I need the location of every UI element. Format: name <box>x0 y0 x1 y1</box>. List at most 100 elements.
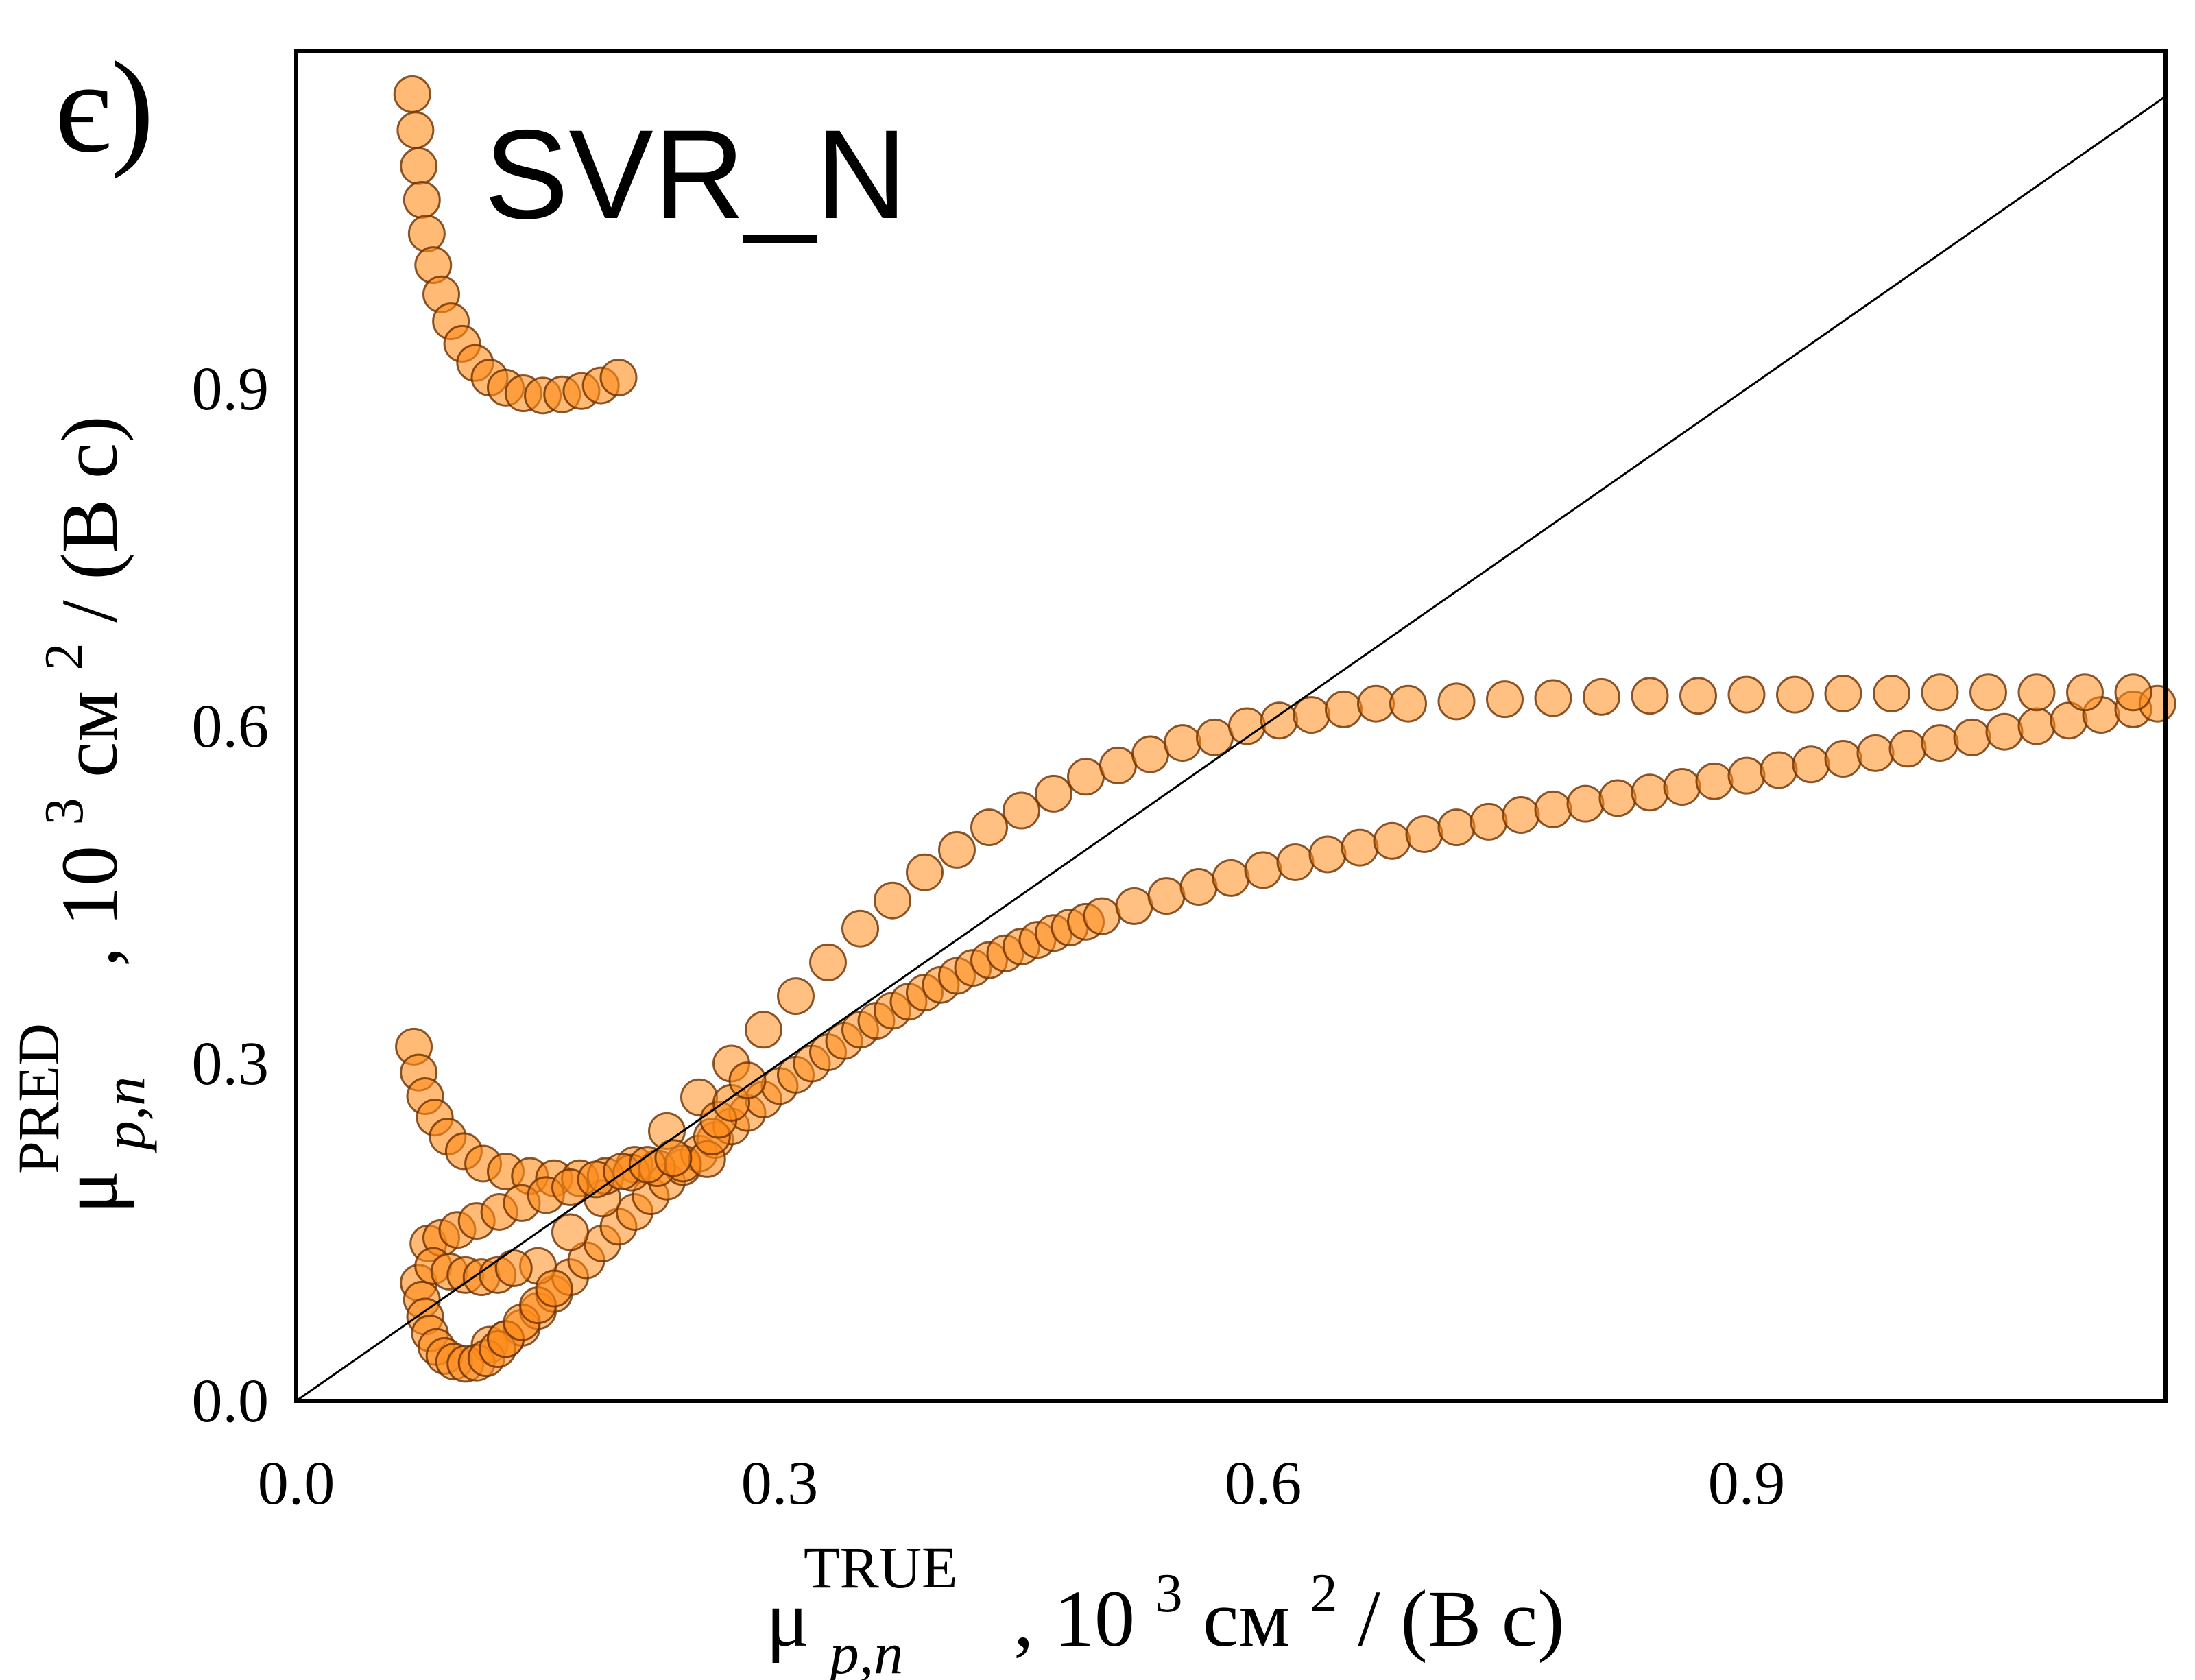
data-point <box>1985 712 2024 751</box>
data-point <box>1035 774 1072 813</box>
data-point <box>1534 679 1572 717</box>
data-point <box>777 977 815 1016</box>
panel-label: є) <box>55 36 154 180</box>
y-tick-label: 0.3 <box>192 1030 269 1098</box>
data-point <box>1953 718 1991 756</box>
data-point <box>494 1249 533 1287</box>
data-point <box>1727 756 1766 795</box>
data-point <box>745 1011 782 1049</box>
data-point <box>906 853 944 891</box>
y-tick-label: 0.6 <box>192 693 269 760</box>
data-point <box>1325 690 1363 728</box>
data-point <box>1147 877 1186 915</box>
data-point <box>1663 768 1701 806</box>
data-point <box>1921 673 1959 712</box>
data-point <box>1115 887 1153 925</box>
data-point <box>535 1269 573 1308</box>
points-layer <box>393 75 2176 1383</box>
data-point <box>841 909 879 948</box>
data-point <box>396 111 435 149</box>
data-point <box>1405 815 1443 853</box>
x-tick-label: 0.6 <box>1225 1450 1302 1517</box>
data-point <box>1196 718 1234 756</box>
data-point <box>874 881 911 920</box>
data-point <box>1212 859 1250 897</box>
data-point <box>2114 673 2152 712</box>
data-point <box>1389 684 1427 723</box>
data-point <box>1776 675 1814 714</box>
ticks-layer: 0.0 0.3 0.6 0.9 0.0 0.3 0.6 0.9 <box>192 355 1786 1517</box>
data-point <box>1566 784 1605 823</box>
y-axis-sub: p,n <box>91 1077 157 1155</box>
data-point <box>1131 735 1169 773</box>
data-point <box>970 808 1008 847</box>
data-point <box>1083 897 1121 935</box>
x-axis-sup: TRUE <box>804 1535 958 1600</box>
x-axis-units-mid: см <box>1203 1574 1290 1664</box>
x-axis-units-pre: , 10 <box>1013 1574 1135 1664</box>
data-point <box>1727 675 1766 714</box>
x-tick-label: 0.9 <box>1708 1450 1786 1517</box>
y-axis-sup: PRED <box>5 1023 71 1174</box>
data-point <box>1631 773 1669 812</box>
data-point <box>654 1139 693 1177</box>
data-point <box>1276 843 1315 881</box>
data-point <box>1486 680 1524 719</box>
data-point <box>728 1061 767 1100</box>
data-point <box>1824 674 1862 712</box>
x-axis-exp3: 3 <box>1155 1563 1183 1624</box>
data-point <box>1244 851 1282 889</box>
data-point <box>393 75 431 113</box>
data-point <box>1679 677 1717 715</box>
y-axis-exp2: 2 <box>34 643 95 670</box>
data-point <box>1631 677 1669 715</box>
data-point <box>1341 828 1379 867</box>
data-point <box>1373 821 1411 860</box>
y-axis-units-post: / (В с) <box>45 416 134 623</box>
data-point <box>1437 682 1476 721</box>
x-axis-units-post: / (В с) <box>1358 1574 1564 1664</box>
data-point <box>1164 724 1201 763</box>
data-point <box>1470 802 1508 841</box>
data-point <box>1598 779 1637 817</box>
data-point <box>1873 674 1910 712</box>
data-point <box>1824 740 1862 778</box>
data-point <box>1293 696 1330 734</box>
data-point <box>403 180 441 219</box>
data-point <box>1067 758 1105 796</box>
y-axis-units-pre: , 10 <box>45 845 134 967</box>
data-point <box>938 830 976 869</box>
data-point <box>400 147 438 185</box>
data-point <box>1003 791 1040 830</box>
x-axis-sub: p,n <box>826 1620 904 1680</box>
y-axis-units-mid: см <box>45 691 134 778</box>
data-point <box>1888 730 1927 768</box>
plot-frame <box>294 49 2168 1403</box>
y-tick-label: 0.9 <box>192 355 269 423</box>
y-axis-label: μ p,n PRED , 10 3 см 2 / (В с) <box>0 416 162 1214</box>
data-point <box>1099 746 1137 784</box>
x-axis-label: μ p,n TRUE , 10 3 см 2 / (В с) <box>766 1515 1565 1680</box>
x-axis-exp2: 2 <box>1310 1563 1338 1624</box>
data-point <box>1502 796 1540 835</box>
data-point <box>1179 868 1218 907</box>
x-tick-label: 0.3 <box>741 1450 819 1517</box>
data-point <box>1792 745 1830 784</box>
data-point <box>1760 751 1798 789</box>
data-point <box>1695 762 1734 800</box>
data-point <box>1534 790 1572 828</box>
data-point <box>1856 734 1895 772</box>
y-axis-mu: μ <box>45 1171 134 1214</box>
data-point <box>407 215 446 253</box>
y-axis-exp3: 3 <box>34 798 95 826</box>
reference-line <box>296 95 2166 1402</box>
data-point <box>1583 677 1620 716</box>
data-point <box>599 359 638 397</box>
data-point <box>809 943 847 981</box>
data-point <box>1357 684 1395 723</box>
data-point <box>1969 673 2007 712</box>
x-tick-label: 0.0 <box>258 1450 335 1517</box>
data-point <box>1260 701 1298 740</box>
data-point <box>1308 835 1347 874</box>
